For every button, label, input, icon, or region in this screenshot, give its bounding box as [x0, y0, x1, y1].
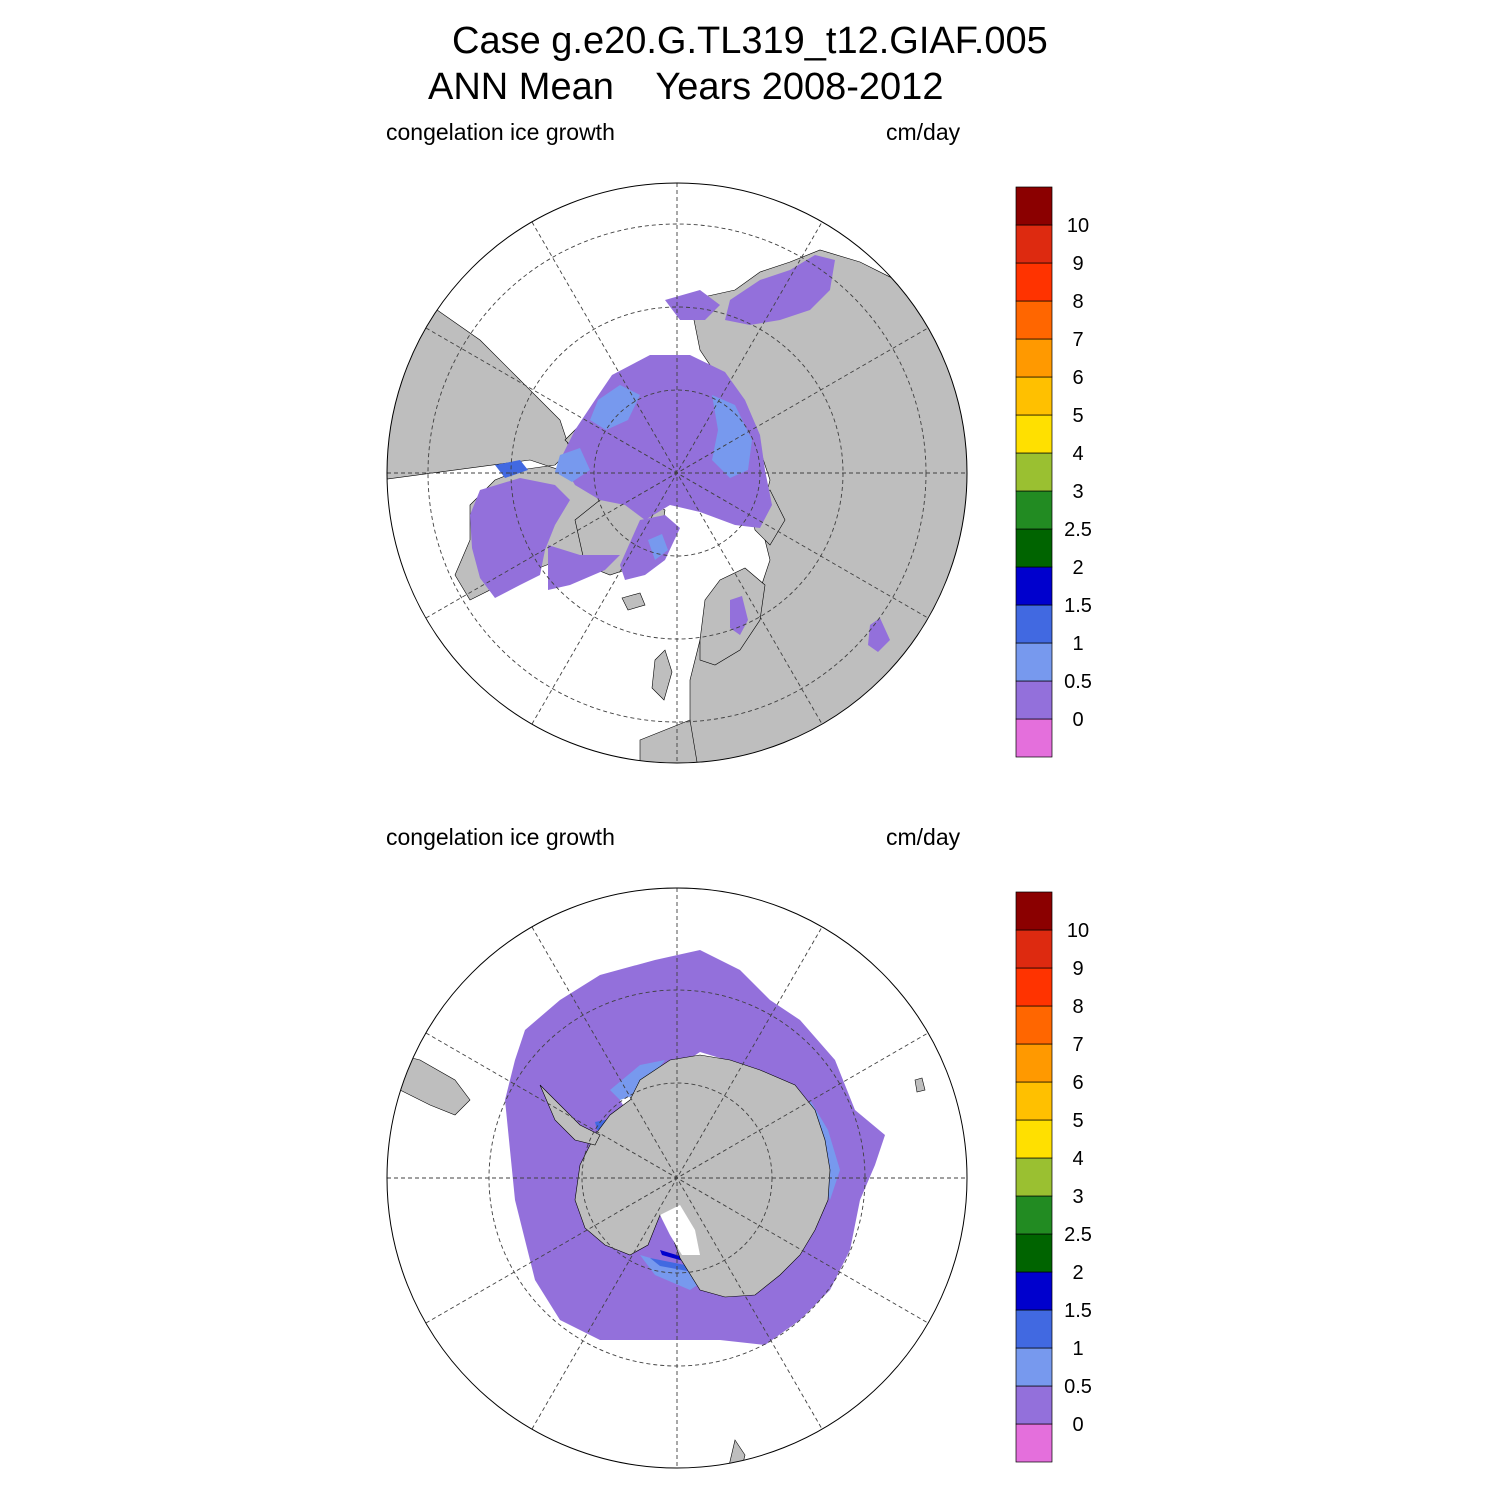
colorbar-south-swatch	[1015, 1043, 1053, 1083]
colorbar-south-swatch	[1015, 1195, 1053, 1235]
colorbar-south-tick-label: 6	[1072, 1072, 1083, 1094]
colorbar-south-tick-label: 1.5	[1064, 1300, 1092, 1322]
colorbar-north-swatch	[1015, 490, 1053, 530]
colorbar-south-swatch	[1015, 891, 1053, 931]
map-north-border	[386, 182, 968, 764]
colorbar-north-tick-label: 6	[1072, 367, 1083, 389]
map-south-border	[386, 887, 968, 1469]
map-south-graticule	[387, 888, 967, 1468]
colorbar-north-tick-label: 2.5	[1064, 519, 1092, 541]
map-north-sea-ice	[470, 255, 890, 652]
title-period: ANN Mean Years 2008-2012	[428, 66, 944, 108]
colorbar-north-swatch	[1015, 414, 1053, 454]
colorbar-north-tick-label: 0	[1072, 709, 1083, 731]
colorbar-north-tick-label: 8	[1072, 291, 1083, 313]
colorbar-north-tick-label: 1.5	[1064, 595, 1092, 617]
colorbar-north-tick-label: 7	[1072, 329, 1083, 351]
colorbar-south-tick-label: 10	[1067, 920, 1089, 942]
colorbar-north: 0 0.5 1 1.5 2 2.5 3 4 5 6 7 8 9 10	[1015, 186, 1092, 758]
colorbar-south-tick-label: 2.5	[1064, 1224, 1092, 1246]
colorbar-south-swatch	[1015, 1157, 1053, 1197]
colorbar-north-swatch	[1015, 604, 1053, 644]
colorbar-north-tick-label: 0.5	[1064, 671, 1092, 693]
colorbar-south: 0 0.5 1 1.5 2 2.5 3 4 5 6 7 8 9 10	[1015, 891, 1092, 1463]
panel-north-units-label: cm/day	[886, 119, 961, 145]
panel-south-units-label: cm/day	[886, 824, 961, 850]
colorbar-south-swatch	[1015, 1385, 1053, 1425]
colorbar-south-swatch	[1015, 1233, 1053, 1273]
colorbar-south-tick-label: 2	[1072, 1262, 1083, 1284]
colorbar-south-tick-label: 5	[1072, 1110, 1083, 1132]
map-south-land-antarctica	[574, 1054, 831, 1298]
colorbar-north-tick-label: 3	[1072, 481, 1083, 503]
colorbar-north-swatch	[1015, 642, 1053, 682]
colorbar-south-swatch	[1015, 1119, 1053, 1159]
colorbar-north-swatch	[1015, 452, 1053, 492]
colorbar-south-swatch	[1015, 1005, 1053, 1045]
colorbar-south-tick-label: 0.5	[1064, 1376, 1092, 1398]
colorbar-south-swatch	[1015, 929, 1053, 969]
colorbar-north-swatch	[1015, 186, 1053, 226]
colorbar-south-tick-label: 9	[1072, 958, 1083, 980]
map-north-polar	[386, 182, 968, 764]
title-case: Case g.e20.G.TL319_t12.GIAF.005	[452, 20, 1048, 62]
map-south-polar	[386, 887, 968, 1469]
colorbar-north-tick-label: 5	[1072, 405, 1083, 427]
colorbar-north-swatch	[1015, 300, 1053, 340]
colorbar-north-swatch	[1015, 376, 1053, 416]
colorbar-south-tick-label: 0	[1072, 1414, 1083, 1436]
colorbar-south-tick-label: 1	[1072, 1338, 1083, 1360]
colorbar-south-swatch	[1015, 1423, 1053, 1463]
colorbar-south-tick-label: 7	[1072, 1034, 1083, 1056]
panel-north-variable-label: congelation ice growth	[386, 119, 615, 145]
panel-south-variable-label: congelation ice growth	[386, 824, 615, 850]
colorbar-south-swatch	[1015, 1347, 1053, 1387]
colorbar-south-tick-label: 8	[1072, 996, 1083, 1018]
colorbar-north-swatch	[1015, 680, 1053, 720]
colorbar-north-swatch	[1015, 262, 1053, 302]
map-north-graticule	[387, 183, 967, 763]
colorbar-north-swatch	[1015, 566, 1053, 606]
colorbar-north-swatch	[1015, 718, 1053, 758]
colorbar-north-swatch	[1015, 224, 1053, 264]
colorbar-south-swatch	[1015, 1081, 1053, 1121]
colorbar-south-swatch	[1015, 1271, 1053, 1311]
colorbar-north-tick-label: 9	[1072, 253, 1083, 275]
colorbar-south-swatch	[1015, 967, 1053, 1007]
colorbar-south-tick-label: 4	[1072, 1148, 1083, 1170]
colorbar-south-tick-label: 3	[1072, 1186, 1083, 1208]
colorbar-north-tick-label: 4	[1072, 443, 1083, 465]
colorbar-south-swatch	[1015, 1309, 1053, 1349]
colorbar-north-swatch	[1015, 338, 1053, 378]
colorbar-north-tick-label: 1	[1072, 633, 1083, 655]
colorbar-north-tick-label: 2	[1072, 557, 1083, 579]
colorbar-north-tick-label: 10	[1067, 215, 1089, 237]
colorbar-north-swatch	[1015, 528, 1053, 568]
